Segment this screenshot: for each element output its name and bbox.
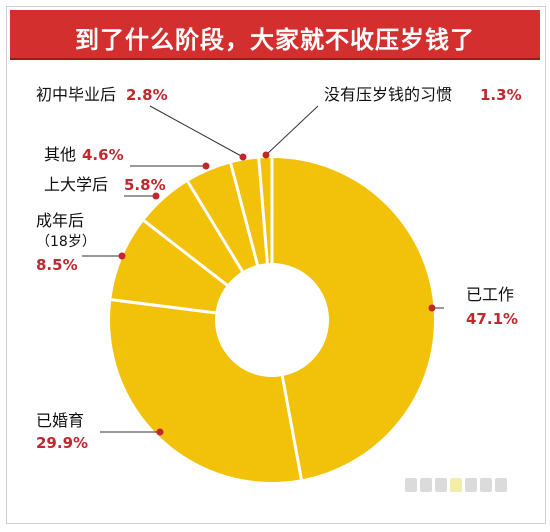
chart-title: 到了什么阶段，大家就不收压岁钱了	[75, 26, 475, 54]
leader-marker-7	[262, 151, 270, 159]
title-banner: 到了什么阶段，大家就不收压岁钱了	[10, 10, 540, 60]
leader-marker-4	[152, 192, 160, 200]
slice-label-3: 成年后	[36, 211, 84, 230]
leader-marker-5	[202, 162, 210, 170]
leader-lines	[82, 105, 444, 436]
leader-marker-6	[239, 153, 247, 161]
slice-label-1: 已工作	[466, 285, 514, 304]
watermark	[405, 478, 525, 496]
leader-marker-3	[118, 252, 126, 260]
leader-line-6	[149, 105, 244, 158]
slice-label-7: 没有压岁钱的习惯	[324, 85, 452, 104]
leader-marker-2	[156, 428, 164, 436]
slice-label-6: 初中毕业后	[36, 85, 116, 104]
slice-percent-1: 47.1%	[466, 310, 518, 328]
slice-percent-6: 2.8%	[126, 86, 168, 104]
slice-label-2: 已婚育	[36, 411, 84, 430]
slice-labels: 已工作 47.1% 已婚育 29.9% 成年后 （18岁） 8.5% 上大学后 5.8% 其他 4.…	[36, 85, 522, 452]
leader-line-7	[265, 105, 319, 156]
slice-percent-5: 4.6%	[82, 146, 124, 164]
slice-percent-3: 8.5%	[36, 256, 78, 274]
leader-marker-1	[428, 304, 436, 312]
slice-label-4: 上大学后	[44, 175, 108, 194]
slice-percent-2: 29.9%	[36, 434, 88, 452]
slice-1	[272, 158, 434, 480]
slice-percent-4: 5.8%	[124, 176, 166, 194]
slice-label-5: 其他	[44, 145, 76, 164]
slice-percent-7: 1.3%	[480, 86, 522, 104]
slice-sublabel-3: （18岁）	[36, 234, 96, 250]
donut-hole	[215, 263, 329, 377]
